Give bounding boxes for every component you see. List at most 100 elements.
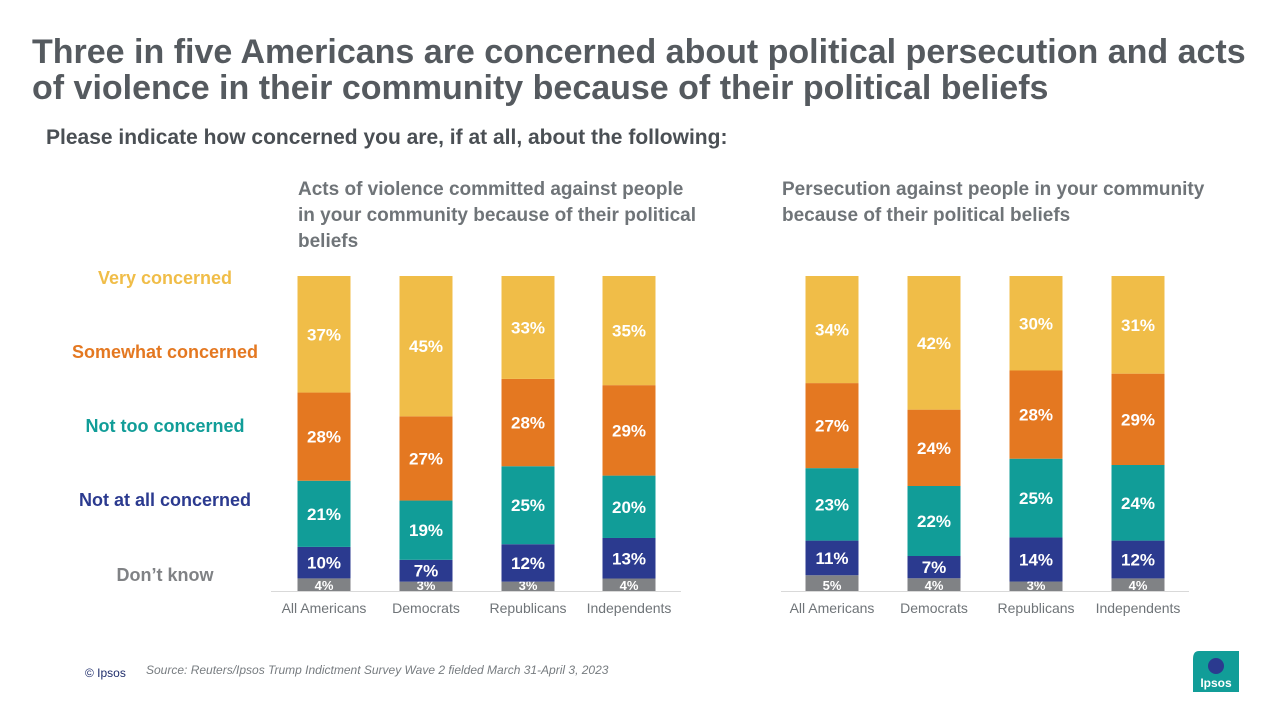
bar-value-label: 28% [511,414,545,433]
bar-value-label: 5% [823,578,842,593]
bar-segment [907,276,961,410]
bar-value-label: 25% [511,496,545,515]
bar-value-label: 37% [307,325,341,344]
bar-segment [805,276,859,384]
bar-segment [602,475,656,538]
bar-segment [501,581,555,591]
bar-value-label: 29% [612,421,646,440]
ipsos-logo: Ipsos [1193,651,1239,692]
legend-not-too-concerned: Not too concerned [85,416,245,436]
bar-value-label: 3% [519,578,538,593]
bar-segment [297,480,351,547]
bar-value-label: 4% [620,578,639,593]
category-label: All Americans [790,600,875,616]
bar-segment [297,578,351,591]
bar-value-label: 11% [815,549,848,568]
bar-segment [501,466,555,545]
bar-segment [602,578,656,591]
bar-segment [1111,578,1165,591]
bar-segment [399,276,453,417]
bar-value-label: 23% [815,495,849,514]
bar-segment [399,500,453,560]
bar-value-label: 4% [315,578,334,593]
bar-value-label: 20% [612,498,646,517]
question-subtitle: Please indicate how concerned you are, i… [46,126,728,149]
category-label: Republicans [489,600,566,616]
bar-value-label: 28% [307,428,341,447]
bar-segment [297,546,351,579]
bar-segment [1111,373,1165,465]
bar-value-label: 34% [815,321,849,340]
bar-segment [399,581,453,591]
bar-segment [501,544,555,582]
bar-segment [602,537,656,579]
bar-value-label: 3% [1027,578,1046,593]
bar-segment [1111,465,1165,541]
bar-segment [1111,276,1165,374]
bar-segment [805,575,859,591]
category-label: Democrats [900,600,968,616]
bar-segment [907,409,961,486]
bar-segment [399,559,453,582]
page-title: Three in five Americans are concerned ab… [32,33,1246,107]
bar-segment [1009,276,1063,371]
bar-value-label: 28% [1019,406,1053,425]
ipsos-logo-text: Ipsos [1200,676,1232,690]
bar-value-label: 7% [414,562,439,581]
legend-dont-know: Don’t know [116,565,214,585]
legend-not-at-all-concerned: Not at all concerned [78,490,252,510]
bar-segment [501,276,555,379]
panel-title-persecution: Persecution against people in your commu… [782,179,1205,226]
bar-value-label: 31% [1121,316,1155,335]
category-label: Democrats [392,600,460,616]
bar-segment [399,416,453,501]
bar-segment [1009,370,1063,459]
bar-segment [805,383,859,469]
bar-value-label: 19% [409,521,443,540]
bar-segment [297,392,351,481]
bar-value-label: 27% [815,417,849,436]
bar-value-label: 35% [612,322,646,341]
bar-value-label: 22% [917,512,951,531]
source-note: Source: Reuters/Ipsos Trump Indictment S… [146,663,609,677]
bar-value-label: 27% [409,449,443,468]
bar-segment [907,486,961,556]
bar-value-label: 13% [612,549,646,568]
ipsos-logo-mark [1193,651,1239,692]
bar-value-label: 4% [1129,578,1148,593]
legend-very-concerned: Very concerned [97,268,233,288]
bar-value-label: 3% [417,578,436,593]
bar-value-label: 29% [1121,410,1155,429]
category-label: Independents [587,600,672,616]
bar-value-label: 7% [922,558,947,577]
bar-value-label: 21% [307,505,341,524]
bar-value-label: 10% [307,554,341,573]
bar-value-label: 12% [511,554,545,573]
bar-segment [602,276,656,386]
bar-value-label: 24% [1121,494,1155,513]
bar-value-label: 14% [1019,551,1053,570]
bar-segment [907,578,961,591]
bar-segment [501,378,555,467]
bar-segment [602,385,656,476]
bar-value-label: 45% [409,337,443,356]
bar-value-label: 33% [511,318,545,337]
bar-value-label: 4% [925,578,944,593]
bar-segment [805,468,859,541]
bar-segment [1009,581,1063,591]
legend-somewhat-concerned: Somewhat concerned [71,342,259,362]
bar-segment [1009,458,1063,538]
bar-segment [1009,537,1063,582]
bar-value-label: 42% [917,334,951,353]
bar-value-label: 25% [1019,489,1053,508]
category-label: Republicans [997,600,1074,616]
bar-segment [907,556,961,579]
bar-segment [805,540,859,576]
bar-value-label: 24% [917,439,951,458]
bar-segment [1111,540,1165,579]
bar-value-label: 12% [1121,551,1155,570]
panel-title-violence: Acts of violence committed against peopl… [298,179,697,252]
copyright: © Ipsos [85,666,126,680]
category-label: Independents [1096,600,1181,616]
